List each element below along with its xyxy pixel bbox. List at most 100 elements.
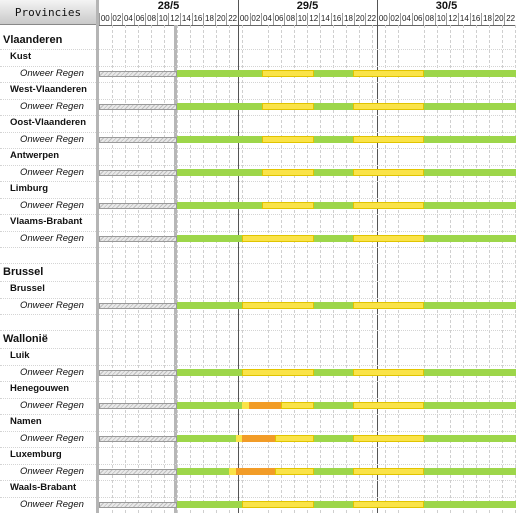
warning-segment-yellow[interactable] — [261, 70, 314, 77]
warning-type-label: Onweer Regen — [20, 400, 84, 411]
warning-segment-yellow[interactable] — [274, 435, 314, 442]
warning-segment-green[interactable] — [424, 202, 516, 209]
warning-segment-green[interactable] — [424, 235, 516, 242]
warning-segment-yellow[interactable] — [242, 302, 314, 309]
warning-segment-yellow[interactable] — [352, 435, 424, 442]
warning-segment-yellow[interactable] — [242, 369, 314, 376]
warning-type-label: Onweer Regen — [20, 300, 84, 311]
column-splitter[interactable] — [96, 0, 99, 513]
province-label[interactable]: Henegouwen — [10, 383, 70, 394]
warning-segment-green[interactable] — [313, 501, 353, 508]
warning-segment-yellow[interactable] — [242, 501, 314, 508]
hour-label: 00 — [99, 13, 110, 25]
warning-segment-green[interactable] — [313, 136, 353, 143]
warning-segment-yellow[interactable] — [352, 501, 424, 508]
province-label[interactable]: Kust — [10, 51, 32, 62]
warning-segment-green[interactable] — [313, 402, 353, 409]
province-label[interactable]: Limburg — [10, 183, 48, 194]
warning-segment-yellow[interactable] — [242, 402, 249, 409]
province-label[interactable]: Luik — [10, 350, 30, 361]
warning-segment-yellow[interactable] — [352, 169, 424, 176]
provinces-header-label: Provincies — [14, 5, 82, 19]
warning-segment-orange[interactable] — [242, 435, 275, 442]
province-label[interactable]: Luxemburg — [10, 449, 62, 460]
warning-segment-green[interactable] — [424, 435, 516, 442]
warning-segment-green[interactable] — [177, 235, 242, 242]
warning-segment-green[interactable] — [424, 136, 516, 143]
warning-segment-yellow[interactable] — [261, 169, 314, 176]
province-label[interactable]: Namen — [10, 416, 42, 427]
hour-label: 20 — [492, 13, 504, 25]
warning-segment-green[interactable] — [313, 103, 353, 110]
warning-segment-green[interactable] — [177, 302, 242, 309]
hour-label: 16 — [469, 13, 481, 25]
warning-segment-green[interactable] — [424, 468, 516, 475]
past-period-bar — [99, 71, 177, 77]
warning-segment-yellow[interactable] — [352, 402, 424, 409]
warning-segment-yellow[interactable] — [242, 235, 314, 242]
warning-segment-green[interactable] — [313, 235, 353, 242]
warning-segment-orange[interactable] — [248, 402, 281, 409]
row-divider — [0, 431, 516, 432]
grid-line — [437, 25, 438, 513]
warning-segment-green[interactable] — [313, 169, 353, 176]
warning-segment-yellow[interactable] — [261, 103, 314, 110]
warning-segment-yellow[interactable] — [229, 468, 236, 475]
warning-segment-green[interactable] — [177, 369, 242, 376]
warning-segment-green[interactable] — [177, 103, 262, 110]
region-label[interactable]: Wallonië — [3, 333, 48, 345]
row-divider — [0, 314, 516, 315]
row-divider — [0, 49, 516, 50]
warning-segment-green[interactable] — [313, 369, 353, 376]
warning-segment-yellow[interactable] — [235, 435, 242, 442]
warning-segment-yellow[interactable] — [352, 202, 424, 209]
warning-segment-green[interactable] — [424, 169, 516, 176]
province-label[interactable]: Antwerpen — [10, 150, 60, 161]
warning-segment-yellow[interactable] — [274, 468, 314, 475]
warning-segment-yellow[interactable] — [261, 202, 314, 209]
warning-segment-green[interactable] — [424, 501, 516, 508]
province-label[interactable]: Brussel — [10, 283, 45, 294]
warning-segment-green[interactable] — [313, 468, 353, 475]
warning-segment-green[interactable] — [177, 435, 236, 442]
grid-line — [346, 25, 347, 513]
grid-line — [281, 25, 282, 513]
warning-segment-green[interactable] — [177, 169, 262, 176]
region-label[interactable]: Brussel — [3, 266, 44, 278]
warning-segment-green[interactable] — [177, 501, 242, 508]
warning-segment-yellow[interactable] — [281, 402, 314, 409]
warning-segment-green[interactable] — [424, 302, 516, 309]
provinces-column-header[interactable]: Provincies — [0, 0, 97, 25]
warning-segment-green[interactable] — [424, 402, 516, 409]
region-label[interactable]: Vlaanderen — [3, 34, 63, 46]
province-label[interactable]: Vlaams-Brabant — [10, 216, 83, 227]
row-divider — [0, 263, 516, 264]
warning-segment-green[interactable] — [177, 202, 262, 209]
warning-segment-green[interactable] — [177, 402, 242, 409]
past-period-bar — [99, 469, 177, 475]
warning-segment-orange[interactable] — [235, 468, 275, 475]
warning-segment-yellow[interactable] — [352, 103, 424, 110]
warning-segment-green[interactable] — [177, 136, 262, 143]
warning-segment-green[interactable] — [424, 70, 516, 77]
province-label[interactable]: Oost-Vlaanderen — [10, 117, 87, 128]
warning-segment-green[interactable] — [313, 202, 353, 209]
warning-segment-green[interactable] — [424, 369, 516, 376]
province-label[interactable]: Waals-Brabant — [10, 482, 77, 493]
warning-segment-green[interactable] — [313, 435, 353, 442]
warning-segment-yellow[interactable] — [352, 302, 424, 309]
warning-segment-yellow[interactable] — [352, 369, 424, 376]
province-label[interactable]: West-Vlaanderen — [10, 84, 87, 95]
warning-segment-yellow[interactable] — [352, 70, 424, 77]
warning-segment-green[interactable] — [177, 468, 229, 475]
warning-segment-green[interactable] — [313, 70, 353, 77]
warning-segment-green[interactable] — [313, 302, 353, 309]
warning-segment-yellow[interactable] — [261, 136, 314, 143]
warning-segment-green[interactable] — [424, 103, 516, 110]
warning-segment-yellow[interactable] — [352, 468, 424, 475]
hour-label: 10 — [295, 13, 307, 25]
row-divider — [0, 330, 516, 331]
warning-segment-yellow[interactable] — [352, 235, 424, 242]
warning-segment-green[interactable] — [177, 70, 262, 77]
warning-segment-yellow[interactable] — [352, 136, 424, 143]
